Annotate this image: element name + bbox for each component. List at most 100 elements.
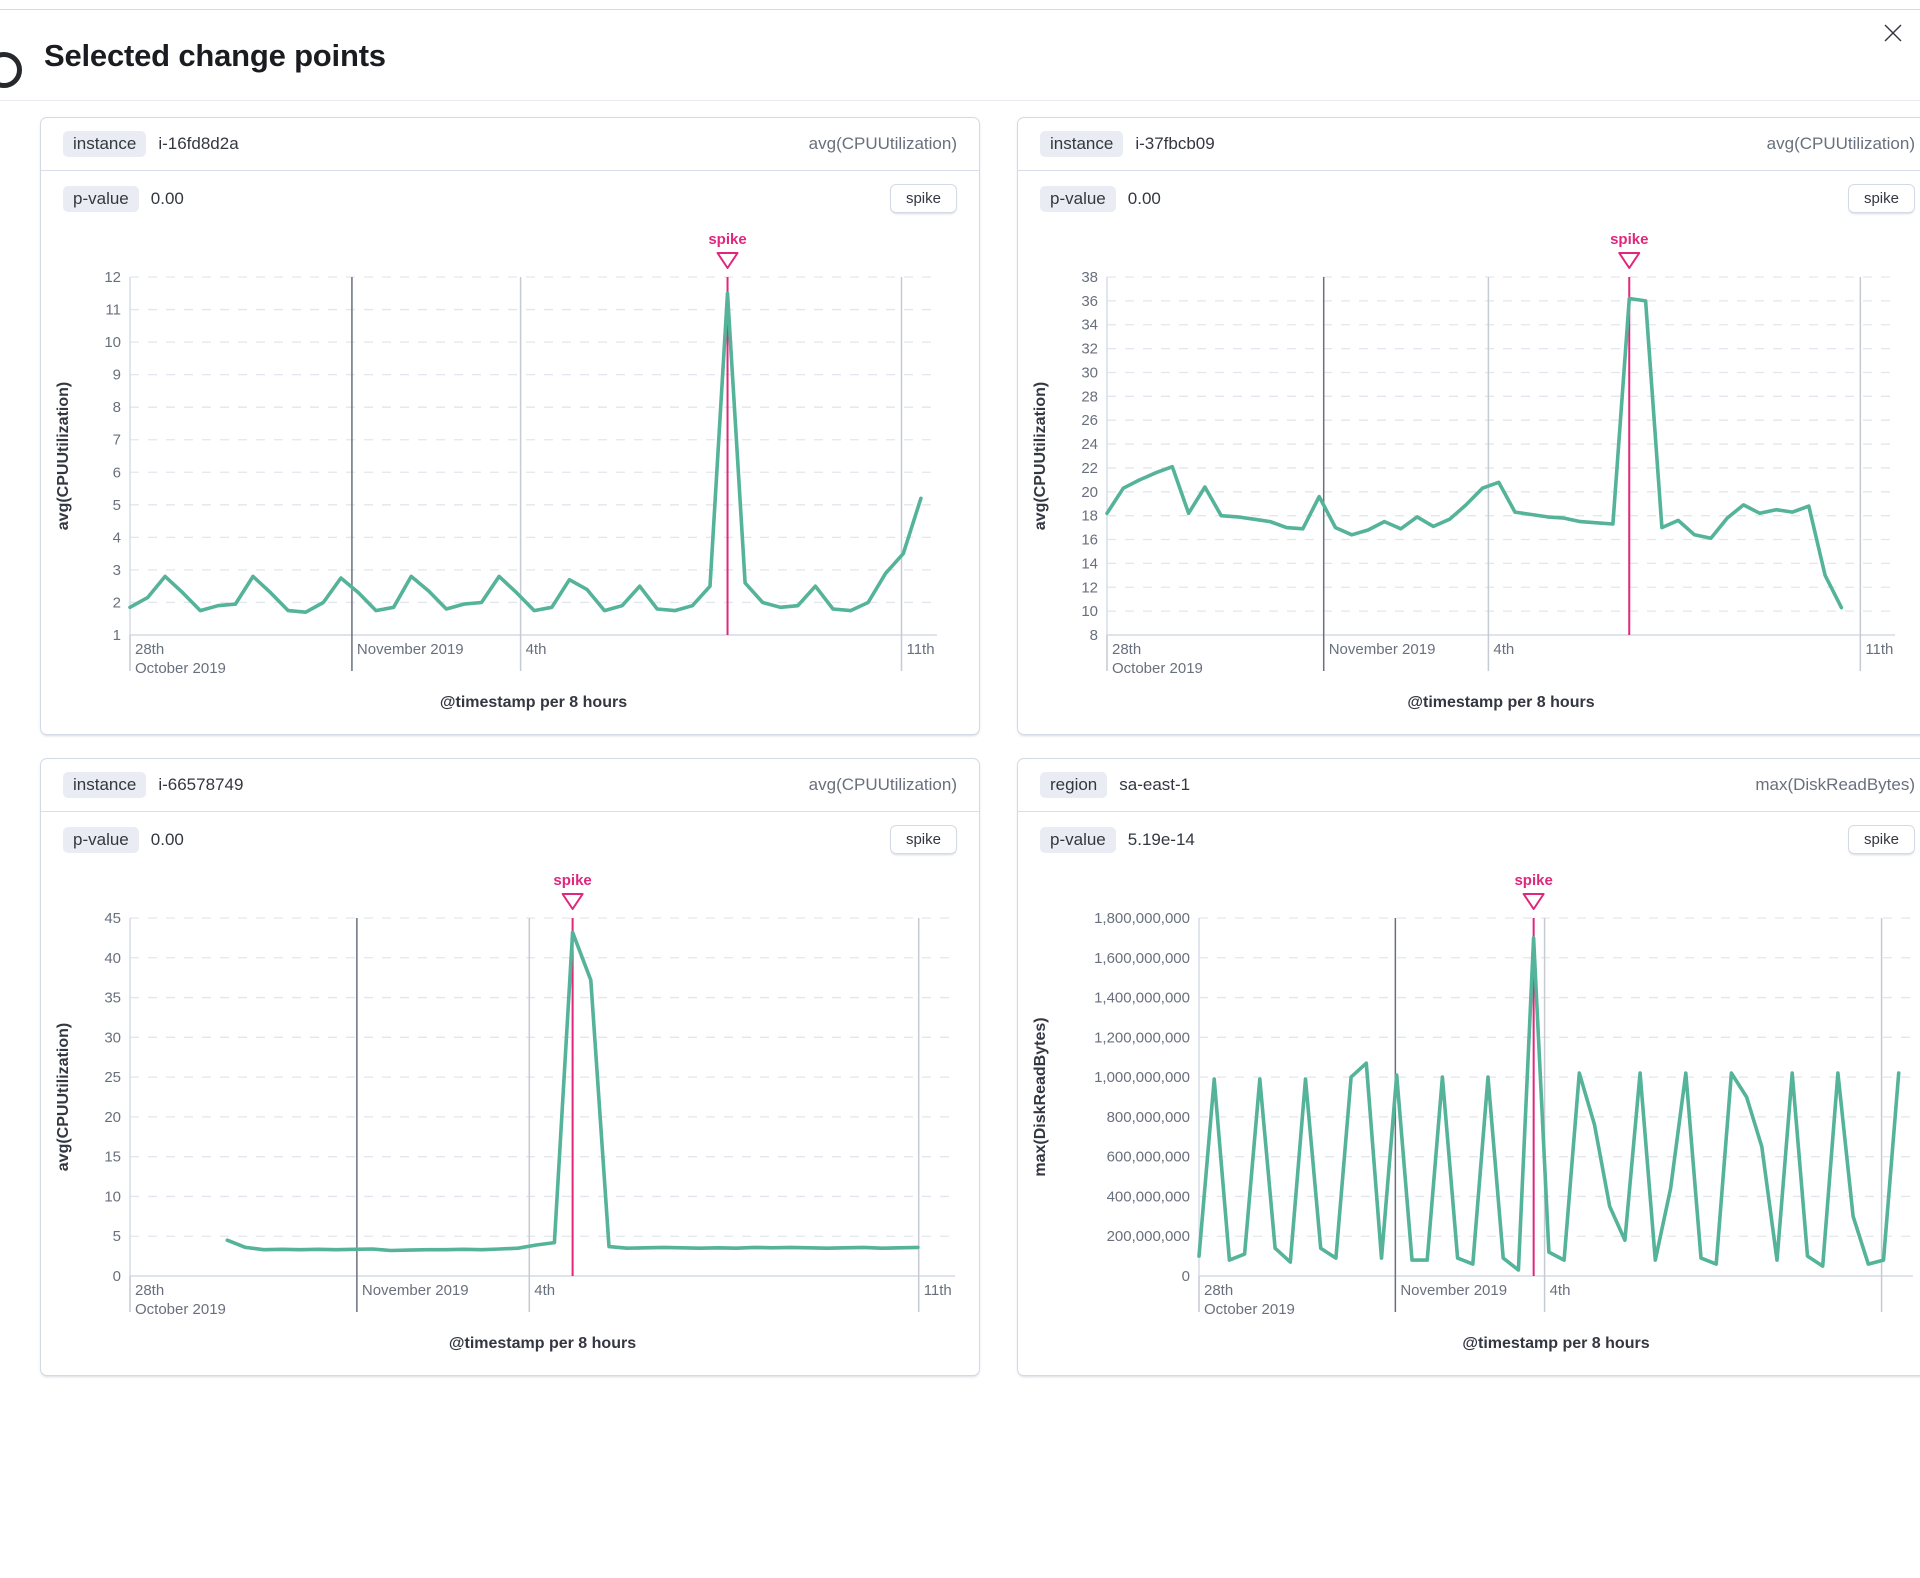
y-tick-label: 12: [104, 269, 121, 286]
y-tick-label: 1,600,000,000: [1094, 950, 1190, 967]
y-tick-label: 12: [1081, 579, 1098, 596]
x-tick-label: 28th: [1112, 641, 1141, 658]
y-tick-label: 14: [1081, 555, 1098, 572]
y-tick-label: 200,000,000: [1107, 1228, 1190, 1245]
y-tick-label: 4: [113, 529, 121, 546]
y-tick-label: 25: [104, 1069, 121, 1086]
y-tick-label: 2: [113, 594, 121, 611]
y-tick-label: 11: [105, 302, 121, 319]
y-tick-label: 36: [1081, 293, 1098, 310]
spike-annotation-label: spike: [1610, 231, 1648, 248]
change-point-card-grid: instance i-16fd8d2a avg(CPUUtilization) …: [0, 101, 1920, 1376]
y-tick-label: 20: [1081, 484, 1098, 501]
spike-annotation-label: spike: [708, 231, 746, 248]
spike-annotation-label: spike: [1514, 872, 1552, 889]
metric-function-label: avg(CPUUtilization): [1766, 134, 1915, 153]
x-tick-label: October 2019: [135, 1301, 226, 1318]
change-type-spike-button[interactable]: spike: [1847, 825, 1915, 854]
y-tick-label: 30: [104, 1029, 121, 1046]
y-tick-label: 9: [113, 367, 121, 384]
y-tick-label: 5: [113, 1228, 121, 1245]
split-field-value: sa-east-1: [1119, 775, 1191, 794]
change-point-card: region sa-east-1 max(DiskReadBytes) p-va…: [1017, 758, 1920, 1376]
change-type-spike-button[interactable]: spike: [1847, 184, 1915, 213]
close-icon[interactable]: [1878, 18, 1908, 48]
modal-title: Selected change points: [44, 38, 386, 73]
change-point-card: instance i-16fd8d2a avg(CPUUtilization) …: [40, 117, 980, 735]
x-tick-label: 28th: [135, 641, 164, 658]
spike-annotation-marker: [1522, 893, 1545, 910]
card-header: instance i-66578749 avg(CPUUtilization): [41, 759, 979, 812]
p-value: 5.19e-14: [1127, 829, 1195, 849]
y-tick-label: 3: [113, 562, 121, 579]
y-tick-label: 6: [113, 464, 121, 481]
x-tick-label: 11th: [906, 641, 934, 658]
x-tick-label: 11th: [924, 1282, 952, 1299]
card-header: instance i-16fd8d2a avg(CPUUtilization): [41, 118, 979, 171]
x-tick-label: November 2019: [1400, 1282, 1507, 1299]
y-tick-label: 1,400,000,000: [1094, 990, 1190, 1007]
change-type-spike-button[interactable]: spike: [889, 184, 957, 213]
y-tick-label: 1,000,000,000: [1094, 1069, 1190, 1086]
spike-annotation-marker: [716, 252, 739, 269]
change-type-spike-button[interactable]: spike: [889, 825, 957, 854]
y-tick-label: 8: [113, 399, 121, 416]
series-line: [1105, 296, 1844, 610]
chart-svg: 8 10 12 14 16 18 20 22 24 26 28 30 32 34 36 38 28th Octob…: [1032, 231, 1895, 711]
p-value: 0.00: [150, 188, 184, 208]
spike-annotation-marker: [1618, 252, 1641, 269]
chart-svg: 0 5 10 15 20 25 30 35 40 45 28th October 2019 Novemb…: [55, 872, 955, 1352]
y-tick-label: 18: [1081, 508, 1098, 525]
y-tick-label: 16: [1081, 532, 1098, 549]
x-axis-title: @timestamp per 8 hours: [1462, 1335, 1649, 1352]
chart-container: 0 5 10 15 20 25 30 35 40 45 28th October 2019 Novemb…: [41, 854, 979, 1375]
y-tick-label: 5: [113, 497, 121, 514]
y-tick-label: 600,000,000: [1107, 1149, 1190, 1166]
y-tick-label: 8: [1090, 627, 1098, 644]
p-value-badge: p-value: [1040, 185, 1116, 212]
x-tick-label: October 2019: [135, 660, 226, 677]
chart-svg: 0 200,000,000 400,000,000 600,000,000 800,00…: [1032, 872, 1913, 1352]
p-value-row: p-value 0.00 spike: [41, 812, 979, 854]
x-tick-label: November 2019: [362, 1282, 469, 1299]
y-tick-label: 35: [104, 990, 121, 1007]
x-tick-label: November 2019: [357, 641, 464, 658]
background-content-fragment: [0, 52, 22, 88]
x-axis-title: @timestamp per 8 hours: [440, 694, 627, 711]
split-field-value: i-37fbcb09: [1135, 134, 1215, 153]
y-tick-label: 10: [1081, 603, 1098, 620]
p-value-row: p-value 0.00 spike: [1018, 171, 1920, 213]
y-tick-label: 40: [104, 950, 121, 967]
x-tick-label: October 2019: [1112, 660, 1203, 677]
split-field-badge: instance: [63, 772, 147, 798]
y-tick-label: 38: [1081, 269, 1098, 286]
spike-annotation-label: spike: [553, 872, 591, 889]
card-header: region sa-east-1 max(DiskReadBytes): [1018, 759, 1920, 812]
x-tick-label: 4th: [534, 1282, 555, 1299]
y-tick-label: 30: [1081, 364, 1098, 381]
x-tick-label: October 2019: [1204, 1301, 1295, 1318]
p-value-badge: p-value: [1040, 826, 1116, 853]
y-tick-label: 800,000,000: [1107, 1109, 1190, 1126]
x-axis-title: @timestamp per 8 hours: [1407, 694, 1594, 711]
split-field-value: i-66578749: [158, 775, 244, 794]
p-value-row: p-value 5.19e-14 spike: [1018, 812, 1920, 854]
chart-container: 8 10 12 14 16 18 20 22 24 26 28 30 32 34 36 38 28th Octob…: [1018, 213, 1920, 734]
split-field-badge: instance: [63, 131, 147, 157]
chart-container: 1 2 3 4 5 6 7 8 9 10 11 12 28th October 2019 November …: [41, 213, 979, 734]
y-tick-label: 28: [1081, 388, 1098, 405]
x-axis-title: @timestamp per 8 hours: [449, 1335, 636, 1352]
y-tick-label: 24: [1081, 436, 1098, 453]
metric-function-label: avg(CPUUtilization): [808, 134, 957, 153]
card-header: instance i-37fbcb09 avg(CPUUtilization): [1018, 118, 1920, 171]
modal-header: Selected change points: [0, 0, 1920, 101]
y-tick-label: 1,200,000,000: [1094, 1029, 1190, 1046]
y-tick-label: 45: [104, 910, 121, 927]
y-axis-title: avg(CPUUtilization): [1032, 382, 1049, 530]
change-point-card: instance i-66578749 avg(CPUUtilization) …: [40, 758, 980, 1376]
p-value-badge: p-value: [63, 185, 139, 212]
y-tick-label: 10: [104, 1188, 121, 1205]
p-value-badge: p-value: [63, 826, 139, 853]
y-tick-label: 34: [1081, 317, 1098, 334]
spike-annotation-marker: [561, 893, 584, 910]
